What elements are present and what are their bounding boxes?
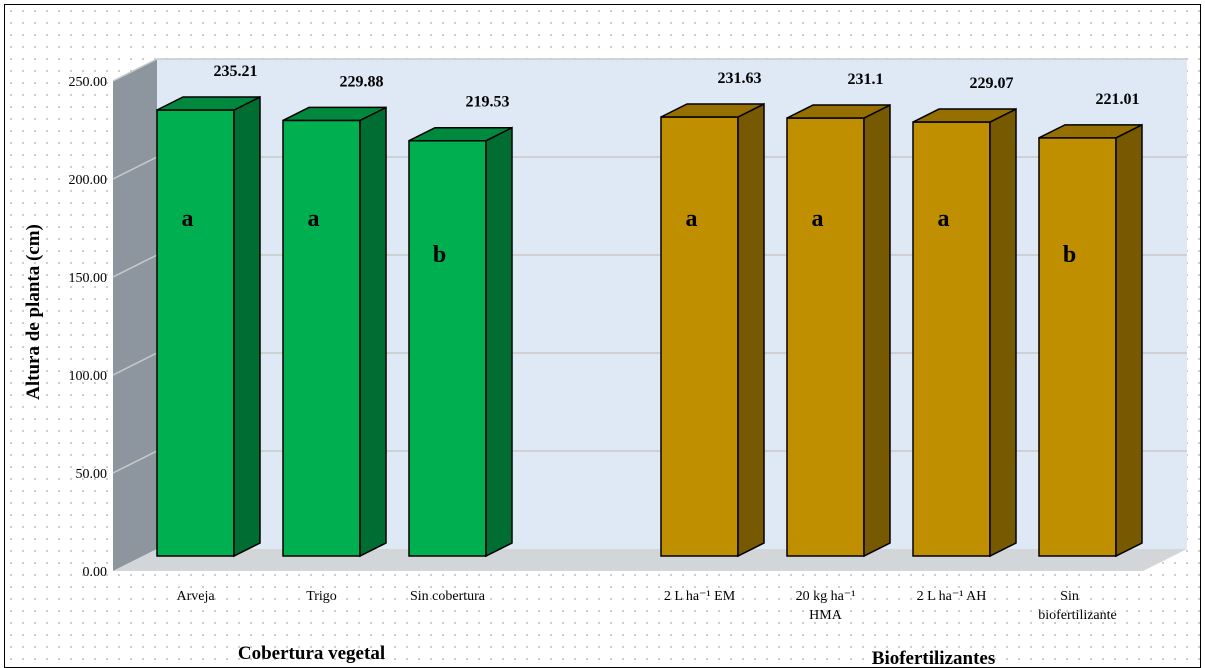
significance-letter: a <box>686 206 698 232</box>
x-tick-label: Sin cobertura <box>410 589 486 604</box>
y-tick-label: 50.00 <box>76 467 108 482</box>
data-label: 235.21 <box>214 63 258 80</box>
bar <box>157 97 260 556</box>
bar-side <box>864 105 890 556</box>
significance-letter: a <box>812 206 824 232</box>
y-tick-label: 0.00 <box>83 565 108 580</box>
significance-letter: a <box>182 206 194 232</box>
y-axis: 0.00 50.00 100.00 150.00 200.00 250.00 <box>69 75 108 580</box>
side-wall <box>113 59 157 571</box>
bar-side <box>486 128 512 556</box>
bar <box>409 128 512 556</box>
bar-side <box>990 109 1016 556</box>
chart-walls <box>113 59 1187 571</box>
x-tick-label: 20 kg ha⁻¹ HMA <box>796 589 856 623</box>
x-axis: Arveja Trigo Sin cobertura 2 L ha⁻¹ EM 20 kg… <box>176 589 1116 668</box>
significance-letter: b <box>433 242 446 268</box>
data-label: 221.01 <box>1096 91 1140 108</box>
group-label: Cobertura vegetal <box>238 643 385 664</box>
data-label: 219.53 <box>466 94 510 111</box>
bar-front <box>409 141 486 556</box>
bar <box>787 105 890 556</box>
bar-front <box>913 122 990 556</box>
bar-front <box>661 117 738 556</box>
bar-side <box>360 107 386 556</box>
data-label: 231.1 <box>848 71 884 88</box>
y-tick-label: 100.00 <box>69 369 108 384</box>
significance-letter: b <box>1063 242 1076 268</box>
floor <box>113 549 1187 571</box>
bar-side <box>738 104 764 556</box>
y-tick-label: 150.00 <box>69 271 108 286</box>
y-axis-label: Altura de planta (cm) <box>23 224 44 400</box>
bar-side <box>234 97 260 556</box>
significance-letter: a <box>938 206 950 232</box>
data-label: 229.07 <box>970 75 1014 92</box>
group-label: Biofertilizantes <box>872 648 995 668</box>
x-tick-label: Sin biofertilizante <box>1038 589 1117 623</box>
bar <box>913 109 1016 556</box>
x-tick-label: 2 L ha⁻¹ EM <box>664 589 736 604</box>
bar <box>1039 125 1142 556</box>
x-tick-label: 2 L ha⁻¹ AH <box>917 589 987 604</box>
bar <box>283 107 386 556</box>
x-tick-label: Arveja <box>176 589 215 604</box>
data-label: 229.88 <box>340 73 384 90</box>
data-label: 231.63 <box>718 70 762 87</box>
bar-side <box>1116 125 1142 556</box>
bar-front <box>283 120 360 556</box>
bar <box>661 104 764 556</box>
bar-front <box>787 118 864 556</box>
x-tick-label: Trigo <box>306 589 337 604</box>
significance-letter: a <box>308 206 320 232</box>
bar-front <box>157 110 234 556</box>
bar-front <box>1039 138 1116 556</box>
y-tick-label: 200.00 <box>69 173 108 188</box>
y-tick-label: 250.00 <box>69 75 108 90</box>
